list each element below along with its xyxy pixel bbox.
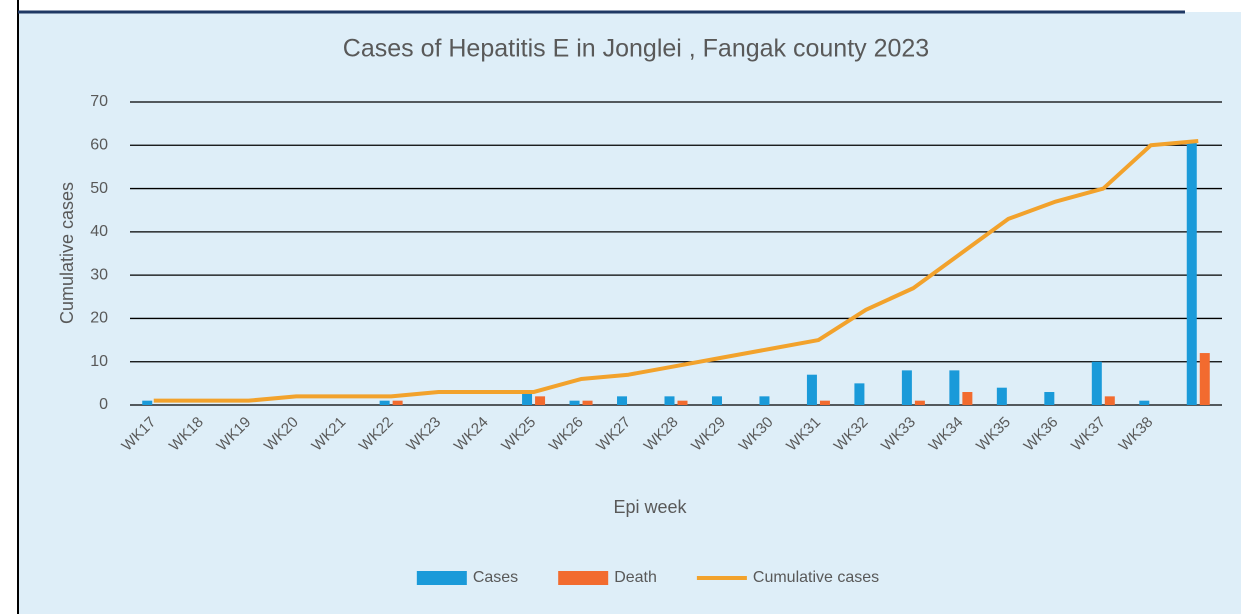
- bar: [1044, 392, 1055, 405]
- chart-background: [18, 12, 1241, 614]
- legend-label: Death: [614, 569, 657, 586]
- bar: [522, 392, 533, 405]
- x-axis-title: Epi week: [613, 497, 687, 517]
- legend-label: Cases: [473, 569, 518, 586]
- y-tick-label: 60: [90, 137, 108, 154]
- legend-swatch: [416, 571, 467, 585]
- bar: [711, 396, 722, 405]
- bar: [901, 370, 912, 405]
- bar: [535, 396, 546, 405]
- y-tick-label: 50: [90, 180, 108, 197]
- bar: [569, 400, 580, 405]
- line: [153, 138, 1199, 403]
- y-tick-label: 30: [90, 266, 108, 283]
- bar: [806, 374, 817, 405]
- bar: [819, 400, 830, 405]
- bar: [617, 396, 628, 405]
- bar: [759, 396, 770, 405]
- bar: [1104, 396, 1115, 405]
- bar: [949, 370, 960, 405]
- legend-swatch: [558, 571, 609, 585]
- bar: [996, 387, 1007, 405]
- bar: [1186, 140, 1197, 405]
- y-tick-label: 20: [90, 310, 108, 327]
- legend-label: Cumulative cases: [753, 569, 879, 586]
- bar: [854, 383, 865, 405]
- bar: [664, 396, 675, 405]
- bar: [379, 400, 390, 405]
- bar: [142, 400, 153, 405]
- y-tick-label: 10: [90, 353, 108, 370]
- bar: [1091, 361, 1102, 405]
- bar: [1199, 353, 1210, 405]
- y-tick-label: 0: [99, 396, 108, 413]
- chart-title: Cases of Hepatitis E in Jonglei , Fangak…: [343, 35, 929, 63]
- bar: [677, 400, 688, 405]
- y-tick-label: 40: [90, 223, 108, 240]
- bar: [392, 400, 403, 405]
- y-axis-title: Cumulative cases: [57, 182, 77, 324]
- bar: [1139, 400, 1150, 405]
- bar: [962, 392, 973, 405]
- y-tick-label: 70: [90, 93, 108, 110]
- bar: [582, 400, 593, 405]
- bar: [914, 400, 925, 405]
